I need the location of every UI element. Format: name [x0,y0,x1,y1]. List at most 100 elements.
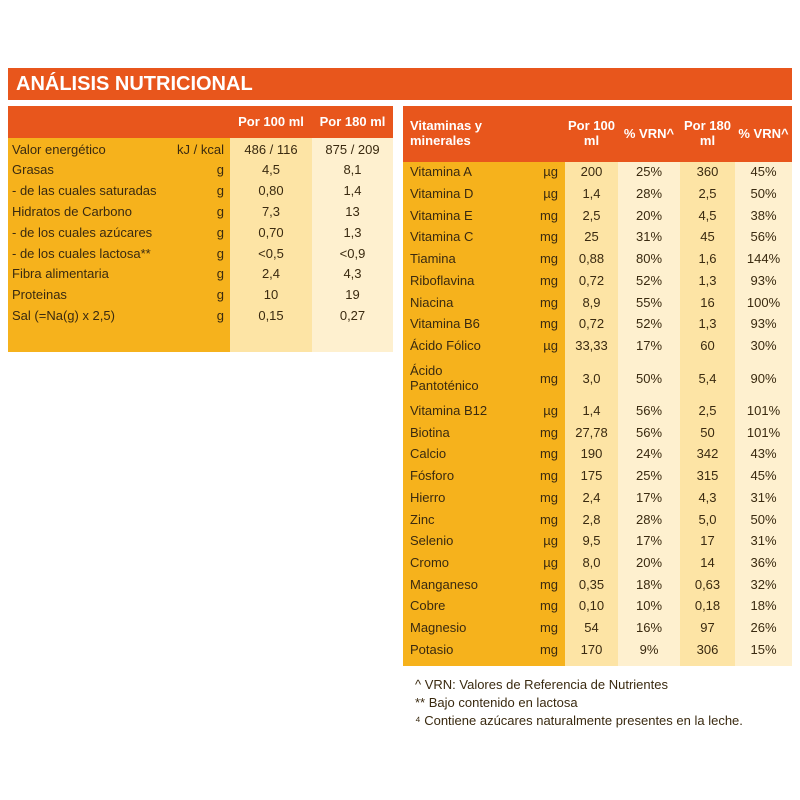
percent-vrn: 20% [635,554,663,570]
percent-vrn: 10% [635,598,663,614]
value: 190 [580,446,603,462]
value: 60 [700,337,715,353]
percent-vrn: 50% [635,370,663,386]
nutrient-name: Biotina [410,424,450,440]
value: 2,5 [698,186,717,202]
value: 2,5 [698,403,717,419]
value: 10 [263,287,279,303]
percent-vrn: 30% [750,337,777,353]
percent-vrn: 101% [746,424,781,440]
value: 97 [700,620,715,636]
value: 1,6 [698,251,717,267]
column-header: Por 100 ml [238,113,304,129]
value: 1,3 [698,316,717,332]
value: 170 [580,641,603,657]
value-col [230,138,312,352]
percent-vrn: 17% [635,337,663,353]
percent-vrn: 56% [635,403,663,419]
percent-vrn: 100% [746,294,781,310]
nutrient-name: Ácido Pantoténico [410,363,479,393]
percent-vrn: 38% [750,207,777,223]
percent-vrn: 28% [635,186,663,202]
unit: mg [539,294,558,310]
column-header: % VRN^ [623,125,675,141]
label-col [8,138,230,352]
value: 9,5 [582,533,601,549]
value: 25 [584,229,599,245]
unit: µg [543,337,558,353]
column-header: Por 180 ml [319,113,386,129]
unit: mg [539,511,558,527]
nutrient-name: Calcio [410,446,447,462]
label-col [403,162,565,666]
nutrient-name: Tiamina [410,251,456,267]
unit: g [216,307,224,323]
value: 1,3 [698,272,717,288]
percent-vrn: 18% [635,576,663,592]
title-bar [8,68,792,100]
column-header: Vitaminas y minerales [410,118,483,148]
unit: mg [539,207,558,223]
percent-vrn: 80% [635,251,663,267]
percent-vrn: 31% [750,489,777,505]
value: 306 [696,641,719,657]
value: 2,5 [582,207,601,223]
unit: mg [539,251,558,267]
value: 4,3 [698,489,717,505]
footnote: ^ VRN: Valores de Referencia de Nutrient… [415,676,668,692]
value: 0,72 [578,272,605,288]
value-col [565,162,618,666]
value: 14 [700,554,715,570]
unit: mg [539,229,558,245]
value: 16 [700,294,715,310]
nutrient-name: Grasas [12,162,54,178]
unit: mg [539,576,558,592]
value: 8,9 [582,294,601,310]
percent-vrn: 50% [750,511,777,527]
percent-vrn: 43% [750,446,777,462]
nutrient-name: Hidratos de Carbono [12,203,132,219]
nutrient-name: Vitamina E [410,207,473,223]
nutrient-name: Vitamina B6 [410,316,480,332]
unit: g [216,287,224,303]
value: 2,8 [582,511,601,527]
value: 175 [580,468,603,484]
value: 1,3 [343,224,362,240]
percent-vrn: 32% [750,576,777,592]
value: 875 / 209 [325,141,380,157]
value: 0,72 [578,316,605,332]
unit: g [216,245,224,261]
unit: mg [539,620,558,636]
value: 200 [580,164,603,180]
value: 360 [696,164,719,180]
percent-vrn: 17% [635,489,663,505]
nutrient-name: Cromo [410,554,450,570]
percent-vrn: 144% [746,251,781,267]
nutrient-name: Vitamina B12 [410,403,488,419]
percent-vrn: 90% [750,370,777,386]
percent-vrn: 9% [639,641,659,657]
unit: kJ / kcal [177,141,224,157]
value-col [618,162,680,666]
percent-vrn: 20% [635,207,663,223]
value: 1,4 [343,183,362,199]
value: 0,27 [339,307,366,323]
percent-vrn: 93% [750,316,777,332]
nutrient-name: Sal (=Na(g) x 2,5) [12,307,115,323]
unit: mg [539,370,558,386]
percent-vrn: 52% [635,316,663,332]
value: <0,9 [339,245,366,261]
unit: g [216,183,224,199]
value: 54 [584,620,599,636]
value: 0,63 [694,576,721,592]
nutrient-name: Magnesio [410,620,467,636]
percent-vrn: 25% [635,468,663,484]
footnote: ** Bajo contenido en lactosa [415,694,578,710]
value: 342 [696,446,719,462]
percent-vrn: 55% [635,294,663,310]
unit: g [216,224,224,240]
nutrient-name: Hierro [410,489,446,505]
nutrient-name: Ácido Fólico [410,337,481,353]
unit: mg [539,489,558,505]
